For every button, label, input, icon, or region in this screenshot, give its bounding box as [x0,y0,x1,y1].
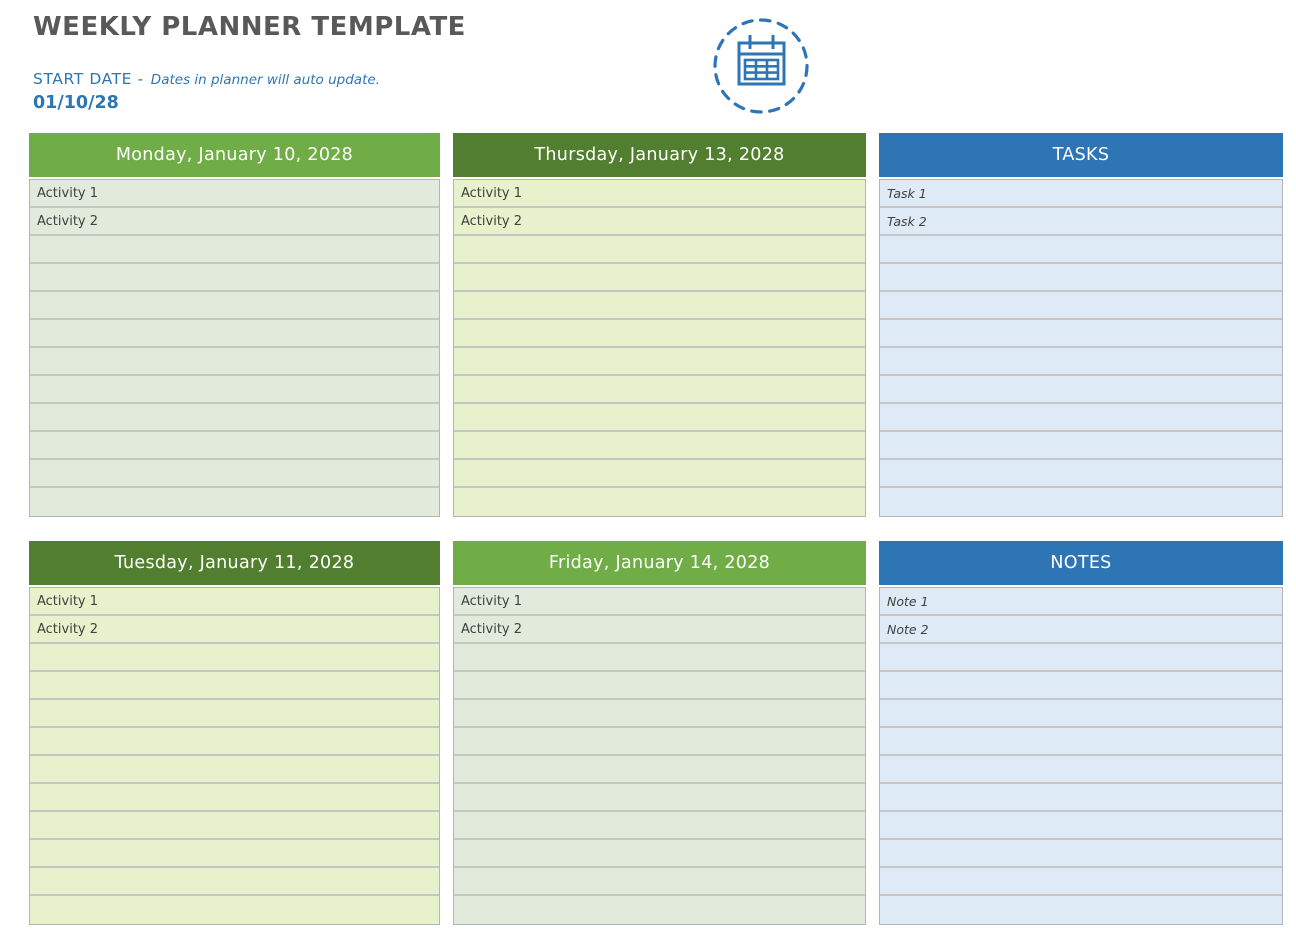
activity-row-empty[interactable] [454,236,865,264]
activity-row[interactable]: Activity 2 [454,208,865,236]
task-row-empty[interactable] [880,376,1282,404]
activity-row-empty[interactable] [454,432,865,460]
activity-row-empty[interactable] [30,432,439,460]
activity-row-empty[interactable] [30,756,439,784]
panel-rows-tuesday: Activity 1 Activity 2 [29,587,440,925]
activity-row[interactable]: Activity 1 [454,588,865,616]
task-row-empty[interactable] [880,236,1282,264]
activity-row-empty[interactable] [454,320,865,348]
calendar-icon [713,18,809,114]
activity-row-empty[interactable] [454,812,865,840]
activity-row-empty[interactable] [454,672,865,700]
task-row[interactable]: Task 1 [880,180,1282,208]
panel-header-tasks: TASKS [879,133,1283,177]
activity-row-empty[interactable] [454,756,865,784]
activity-row-empty[interactable] [454,404,865,432]
activity-row-empty[interactable] [30,812,439,840]
panel-rows-thursday: Activity 1 Activity 2 [453,179,866,517]
activity-row-empty[interactable] [454,644,865,672]
note-row-empty[interactable] [880,812,1282,840]
activity-row-empty[interactable] [454,264,865,292]
activity-row-empty[interactable] [30,348,439,376]
activity-row[interactable]: Activity 2 [30,208,439,236]
activity-row-empty[interactable] [454,292,865,320]
activity-row-empty[interactable] [454,488,865,516]
note-row[interactable]: Note 1 [880,588,1282,616]
panel-monday: Monday, January 10, 2028 Activity 1 Activi… [29,133,440,517]
activity-row-empty[interactable] [30,700,439,728]
note-row-empty[interactable] [880,728,1282,756]
activity-row[interactable]: Activity 1 [30,180,439,208]
panel-rows-friday: Activity 1 Activity 2 [453,587,866,925]
task-row-empty[interactable] [880,460,1282,488]
panel-rows-tasks: Task 1 Task 2 [879,179,1283,517]
panel-notes: NOTES Note 1 Note 2 [879,541,1283,925]
note-row-empty[interactable] [880,700,1282,728]
note-row-empty[interactable] [880,896,1282,924]
panel-header-thursday: Thursday, January 13, 2028 [453,133,866,177]
panel-rows-notes: Note 1 Note 2 [879,587,1283,925]
activity-row-empty[interactable] [454,784,865,812]
task-row-empty[interactable] [880,404,1282,432]
activity-row-empty[interactable] [454,460,865,488]
activity-row-empty[interactable] [30,784,439,812]
activity-row-empty[interactable] [30,264,439,292]
start-date-label: START DATE - [33,70,144,88]
activity-row[interactable]: Activity 2 [30,616,439,644]
task-row[interactable]: Task 2 [880,208,1282,236]
panel-header-friday: Friday, January 14, 2028 [453,541,866,585]
task-row-empty[interactable] [880,348,1282,376]
start-date-line: START DATE - Dates in planner will auto u… [33,69,380,88]
note-row-empty[interactable] [880,840,1282,868]
panel-tasks: TASKS Task 1 Task 2 [879,133,1283,517]
activity-row-empty[interactable] [30,376,439,404]
start-date-value[interactable]: 01/10/28 [33,93,119,113]
activity-row-empty[interactable] [30,488,439,516]
panel-thursday: Thursday, January 13, 2028 Activity 1 Acti… [453,133,866,517]
activity-row-empty[interactable] [30,728,439,756]
task-row-empty[interactable] [880,292,1282,320]
note-row-empty[interactable] [880,784,1282,812]
activity-row-empty[interactable] [454,868,865,896]
activity-row-empty[interactable] [30,672,439,700]
note-row-empty[interactable] [880,672,1282,700]
task-row-empty[interactable] [880,488,1282,516]
activity-row-empty[interactable] [30,320,439,348]
activity-row-empty[interactable] [454,700,865,728]
panel-friday: Friday, January 14, 2028 Activity 1 Activi… [453,541,866,925]
panel-header-monday: Monday, January 10, 2028 [29,133,440,177]
task-row-empty[interactable] [880,320,1282,348]
panel-tuesday: Tuesday, January 11, 2028 Activity 1 Activ… [29,541,440,925]
activity-row-empty[interactable] [454,376,865,404]
start-date-note: Dates in planner will auto update. [150,72,380,88]
panel-header-tuesday: Tuesday, January 11, 2028 [29,541,440,585]
activity-row[interactable]: Activity 1 [454,180,865,208]
activity-row-empty[interactable] [30,236,439,264]
panel-rows-monday: Activity 1 Activity 2 [29,179,440,517]
activity-row-empty[interactable] [30,292,439,320]
note-row-empty[interactable] [880,868,1282,896]
note-row[interactable]: Note 2 [880,616,1282,644]
activity-row-empty[interactable] [30,404,439,432]
activity-row-empty[interactable] [454,348,865,376]
activity-row[interactable]: Activity 2 [454,616,865,644]
activity-row-empty[interactable] [30,868,439,896]
activity-row-empty[interactable] [454,840,865,868]
activity-row-empty[interactable] [30,896,439,924]
activity-row-empty[interactable] [454,896,865,924]
page-title: WEEKLY PLANNER TEMPLATE [33,12,466,42]
note-row-empty[interactable] [880,644,1282,672]
activity-row-empty[interactable] [30,840,439,868]
task-row-empty[interactable] [880,432,1282,460]
activity-row[interactable]: Activity 1 [30,588,439,616]
note-row-empty[interactable] [880,756,1282,784]
task-row-empty[interactable] [880,264,1282,292]
panel-header-notes: NOTES [879,541,1283,585]
activity-row-empty[interactable] [454,728,865,756]
activity-row-empty[interactable] [30,644,439,672]
activity-row-empty[interactable] [30,460,439,488]
